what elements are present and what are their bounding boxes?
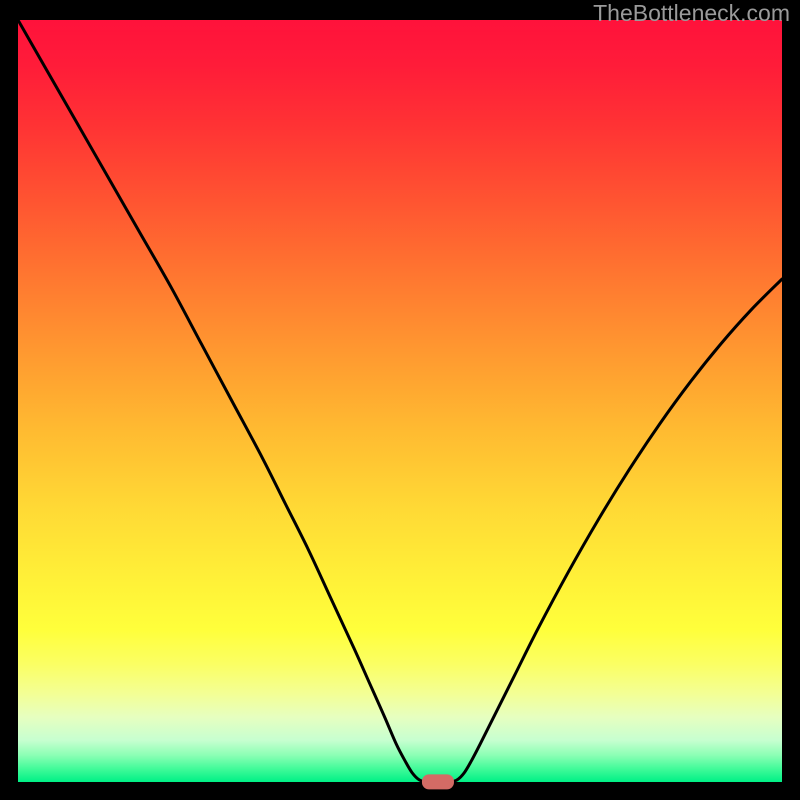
plot-area (18, 20, 782, 782)
figure-root: TheBottleneck.com (0, 0, 800, 800)
watermark-text: TheBottleneck.com (593, 0, 790, 27)
optimal-point-marker (422, 774, 454, 789)
bottleneck-curve (18, 20, 782, 782)
